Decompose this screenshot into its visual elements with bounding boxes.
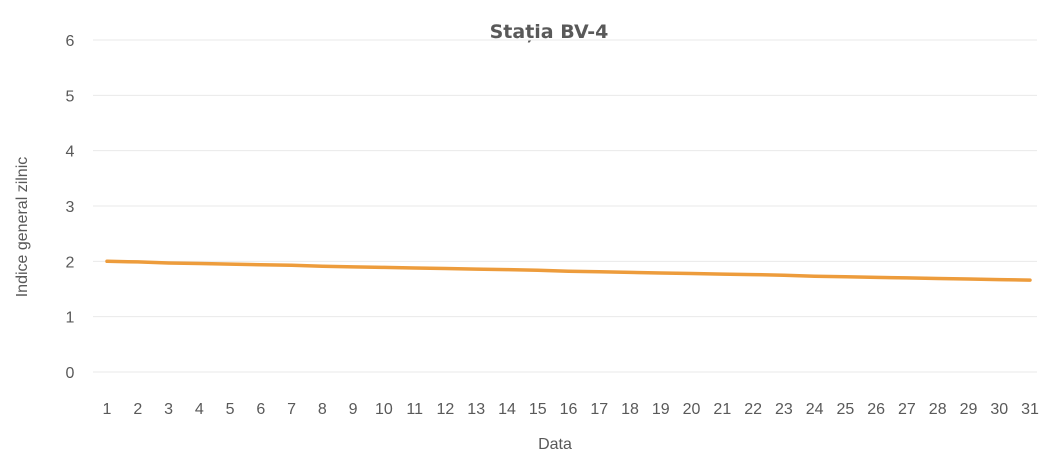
x-tick-label: 16: [560, 401, 578, 418]
x-tick-label: 1: [103, 401, 112, 418]
x-tick-label: 3: [164, 401, 173, 418]
x-tick-label: 25: [837, 401, 855, 418]
x-tick-label: 2: [133, 401, 142, 418]
x-tick-label: 17: [590, 401, 608, 418]
x-tick-label: 26: [867, 401, 885, 418]
x-tick-label: 12: [437, 401, 455, 418]
x-tick-label: 28: [929, 401, 947, 418]
x-tick-label: 15: [529, 401, 547, 418]
x-tick-label: 11: [406, 401, 423, 418]
x-tick-label: 24: [806, 401, 824, 418]
x-tick-label: 23: [775, 401, 793, 418]
series-layer: [105, 259, 1032, 282]
x-tick-label: 6: [256, 401, 265, 418]
x-tick-label: 27: [898, 401, 916, 418]
x-tick-label: 30: [990, 401, 1008, 418]
x-tick-label: 7: [287, 401, 296, 418]
x-axis-ticks: 1 2 3 4 5 6 7 8 9 10 11 12 13 14 15 16 17 18 19 20 21 22 23 24 2…: [103, 401, 1039, 418]
x-tick-label: 21: [713, 401, 731, 418]
x-tick-label: 19: [652, 401, 670, 418]
chart-title: Stația BV-4: [490, 21, 609, 43]
y-tick-label: 1: [66, 310, 75, 327]
x-tick-label: 31: [1021, 401, 1039, 418]
y-axis-title: Indice general zilnic: [14, 157, 31, 298]
y-tick-label: 6: [66, 33, 75, 50]
x-tick-label: 10: [375, 401, 393, 418]
x-tick-label: 8: [318, 401, 327, 418]
y-tick-label: 4: [66, 144, 75, 161]
x-tick-label: 18: [621, 401, 639, 418]
y-tick-label: 0: [66, 365, 75, 382]
x-tick-label: 5: [226, 401, 235, 418]
y-tick-label: 3: [66, 199, 75, 216]
x-tick-label: 29: [960, 401, 978, 418]
x-tick-label: 9: [349, 401, 358, 418]
x-tick-label: 20: [683, 401, 701, 418]
x-tick-label: 22: [744, 401, 762, 418]
x-tick-label: 13: [467, 401, 485, 418]
y-tick-label: 5: [66, 88, 75, 105]
y-tick-label: 2: [66, 254, 75, 271]
x-tick-label: 14: [498, 401, 516, 418]
y-axis-ticks: 0 1 2 3 4 5 6: [66, 33, 75, 382]
x-tick-label: 4: [195, 401, 204, 418]
gridlines: [93, 39, 1037, 373]
x-axis-title: Data: [538, 436, 572, 453]
series-line: [105, 259, 1032, 282]
